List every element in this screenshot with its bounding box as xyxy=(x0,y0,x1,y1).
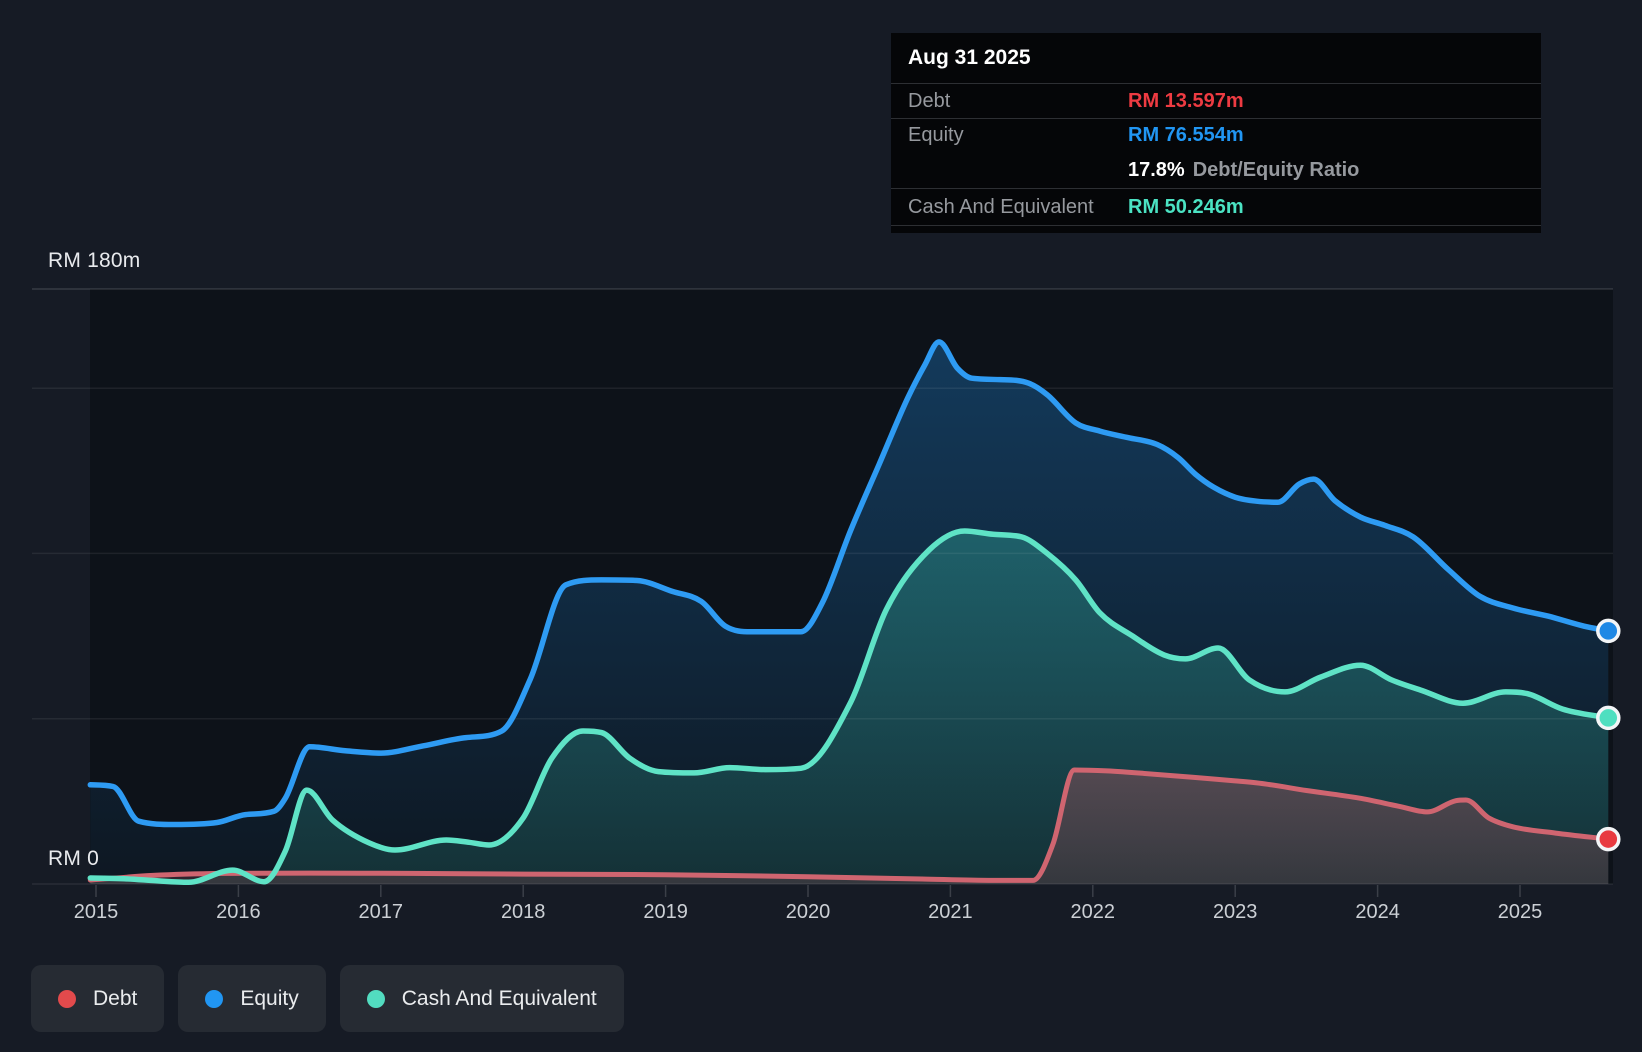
cash-and-equivalent-end-dot xyxy=(1596,705,1621,731)
tooltip-ratio-label: Debt/Equity Ratio xyxy=(1192,158,1360,181)
tooltip-date: Aug 31 2025 xyxy=(908,46,1031,69)
x-axis-label-2024: 2024 xyxy=(1355,901,1400,923)
y-axis-max-label: RM 180m xyxy=(48,249,141,272)
tooltip-debt-row: Debt RM 13.597m xyxy=(891,83,1541,118)
tooltip-cash-label: Cash And Equivalent xyxy=(908,195,1094,218)
x-axis-label-2021: 2021 xyxy=(928,901,973,923)
tooltip-equity-row: Equity RM 76.554m xyxy=(891,118,1541,152)
legend-item-cash-and-equivalent[interactable]: Cash And Equivalent xyxy=(339,965,624,1032)
x-axis-label-2023: 2023 xyxy=(1212,901,1258,923)
legend-label: Equity xyxy=(240,986,299,1010)
tooltip-debt-value: RM 13.597m xyxy=(1128,89,1244,112)
x-axis-label-2016: 2016 xyxy=(216,901,261,923)
x-axis-label-2025: 2025 xyxy=(1497,901,1543,923)
tooltip-debt-label: Debt xyxy=(908,89,951,112)
y-axis-zero-label: RM 0 xyxy=(48,847,99,870)
x-axis-label-2017: 2017 xyxy=(358,901,404,923)
x-axis-label-2015: 2015 xyxy=(73,901,119,923)
tooltip-cash-row: Cash And Equivalent RM 50.246m xyxy=(891,188,1541,225)
legend-item-equity[interactable]: Equity xyxy=(178,965,326,1032)
tooltip-ratio-row: 17.8% Debt/Equity Ratio xyxy=(891,152,1541,188)
tooltip-equity-value: RM 76.554m xyxy=(1128,124,1244,146)
debt-end-dot xyxy=(1596,826,1621,852)
legend-label: Debt xyxy=(93,986,138,1010)
legend-dot-icon xyxy=(366,989,385,1008)
tooltip-cash-value: RM 50.246m xyxy=(1128,195,1244,218)
legend-label: Cash And Equivalent xyxy=(401,986,597,1010)
tooltip-equity-label: Equity xyxy=(908,124,964,146)
x-axis-label-2022: 2022 xyxy=(1070,901,1116,923)
x-axis-label-2018: 2018 xyxy=(500,901,546,923)
legend-dot-icon xyxy=(58,989,76,1008)
tooltip-ratio-value: 17.8% xyxy=(1128,158,1185,181)
chart-tooltip: Aug 31 2025 Debt RM 13.597m Equity RM 76… xyxy=(891,33,1541,233)
chart-legend: Debt Equity Cash And Equivalent xyxy=(31,965,624,1032)
x-axis-label-2020: 2020 xyxy=(785,901,831,923)
legend-dot-icon xyxy=(205,989,224,1008)
legend-item-debt[interactable]: Debt xyxy=(31,965,165,1032)
equity-end-dot xyxy=(1596,618,1621,644)
x-axis-label-2019: 2019 xyxy=(643,901,688,923)
